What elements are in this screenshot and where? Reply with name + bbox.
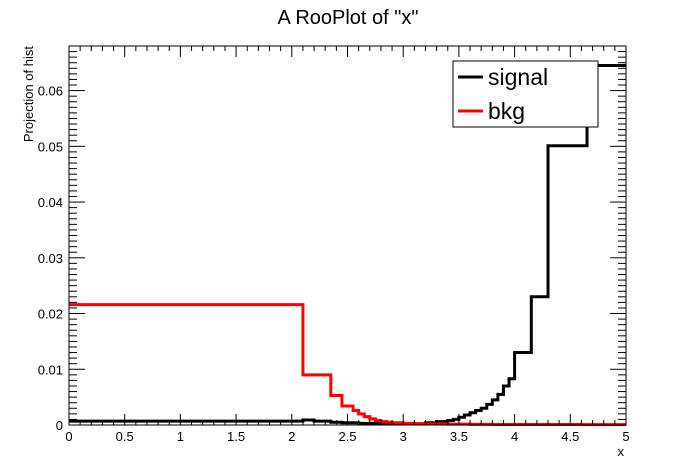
y-tick-label: 0.05 [38, 139, 63, 154]
x-tick-label: 4.5 [561, 429, 579, 444]
ticks-layer [68, 45, 627, 426]
y-tick-label: 0.02 [38, 307, 63, 322]
chart-title: A RooPlot of "x" [278, 7, 419, 29]
legend-signal-label: signal [488, 64, 548, 90]
legend-box [452, 60, 599, 128]
x-tick-label: 2 [288, 429, 295, 444]
y-tick-label: 0.01 [38, 362, 63, 377]
x-tick-label: 0.5 [116, 429, 134, 444]
series-layer [69, 64, 626, 427]
x-tick-label: 3 [400, 429, 407, 444]
y-tick-label: 0.04 [38, 195, 63, 210]
y-tick-label: 0.06 [38, 84, 63, 99]
x-tick-label: 0 [65, 429, 72, 444]
x-tick-label: 1 [177, 429, 184, 444]
y-tick-label: 0 [56, 418, 63, 433]
x-axis-label: x [618, 444, 625, 459]
series-bkg-line [69, 303, 626, 427]
x-tick-label: 4 [511, 429, 518, 444]
y-tick-label: 0.03 [38, 251, 63, 266]
legend-bkg-label: bkg [488, 98, 525, 124]
legend: signal bkg [452, 60, 599, 128]
x-tick-label: 2.5 [338, 429, 356, 444]
x-tick-label: 5 [622, 429, 629, 444]
y-tick-labels: 0 0.01 0.02 0.03 0.04 0.05 0.06 [38, 84, 63, 433]
x-tick-label: 1.5 [227, 429, 245, 444]
series-signal-line [69, 64, 626, 426]
y-axis-label: Projection of hist [21, 46, 36, 142]
x-tick-label: 3.5 [450, 429, 468, 444]
x-tick-labels: 0 0.5 1 1.5 2 2.5 3 3.5 4 4.5 5 [65, 429, 629, 444]
